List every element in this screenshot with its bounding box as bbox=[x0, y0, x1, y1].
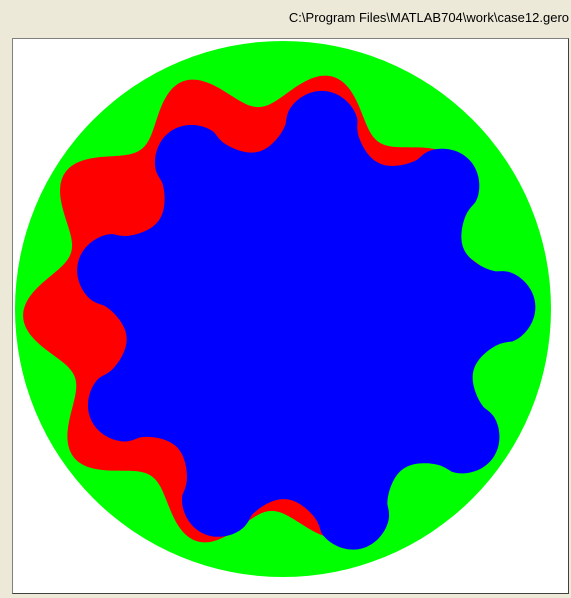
title-bar: C:\Program Files\MATLAB704\work\case12.g… bbox=[0, 0, 571, 34]
inner-gear-rotor bbox=[77, 90, 536, 550]
plot-area bbox=[12, 38, 569, 594]
window-title: C:\Program Files\MATLAB704\work\case12.g… bbox=[288, 10, 569, 25]
gerotor-plot bbox=[15, 41, 551, 577]
window-left-edge bbox=[0, 34, 12, 598]
